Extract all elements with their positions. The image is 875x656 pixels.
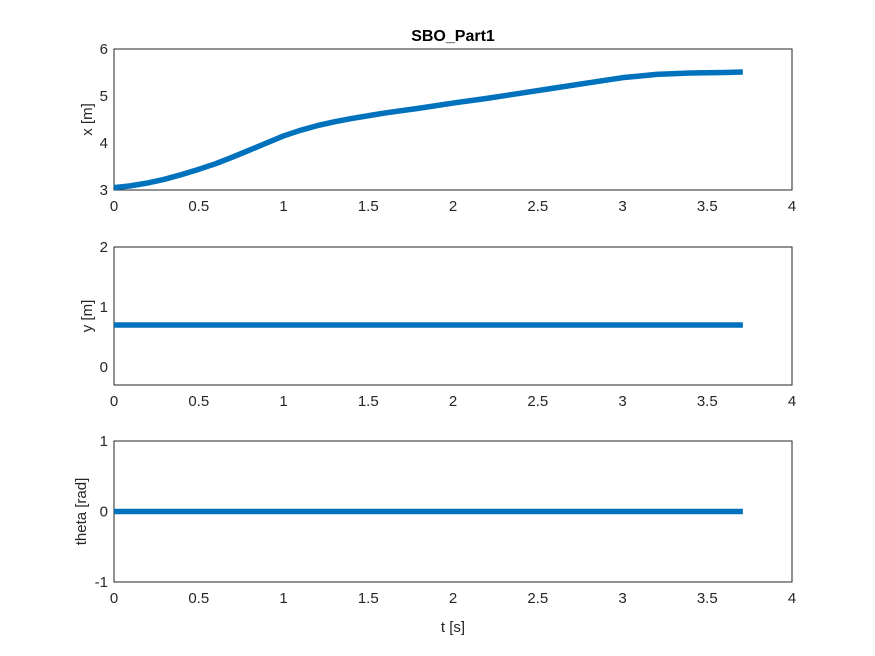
x-tick-label-theta: 4 xyxy=(788,590,796,607)
y-tick-label-theta: 1 xyxy=(100,433,108,450)
x-tick-label-y: 2 xyxy=(449,393,457,410)
x-tick-label-x: 4 xyxy=(788,198,796,215)
axes-border-y xyxy=(113,246,793,386)
y-tick-label-x: 3 xyxy=(100,182,108,199)
x-tick-label-x: 2 xyxy=(449,198,457,215)
y-tick-label-y: 2 xyxy=(100,239,108,256)
x-tick-label-x: 3.5 xyxy=(697,198,718,215)
x-tick-label-y: 0.5 xyxy=(188,393,209,410)
y-tick-label-x: 6 xyxy=(100,41,108,58)
series-line-x xyxy=(113,69,743,191)
ticks-theta: 0 0.5 1 1.5 2 2.5 3 3.5 4-101 xyxy=(95,433,797,607)
x-tick-label-theta: 0.5 xyxy=(188,590,209,607)
x-tick-label-y: 2.5 xyxy=(527,393,548,410)
x-tick-label-x: 2.5 xyxy=(527,198,548,215)
x-tick-label-theta: 3.5 xyxy=(697,590,718,607)
x-tick-label-y: 3.5 xyxy=(697,393,718,410)
x-tick-label-theta: 0 xyxy=(110,590,118,607)
ticks-x: 0 0.5 1 1.5 2 2.5 3 3.5 4 3 4 5 6 xyxy=(100,41,797,215)
x-tick-label-theta: 2.5 xyxy=(527,590,548,607)
x-tick-label-x: 1.5 xyxy=(358,198,379,215)
subplot-theta-vs-t: 0 0.5 1 1.5 2 2.5 3 3.5 4-101 theta [rad] t [s] xyxy=(73,433,796,636)
x-tick-label-y: 4 xyxy=(788,393,796,410)
axes-border-x xyxy=(113,48,793,191)
chart-title: SBO_Part1 xyxy=(411,28,495,45)
x-tick-label-x: 0.5 xyxy=(188,198,209,215)
x-tick-label-theta: 1.5 xyxy=(358,590,379,607)
x-tick-label-x: 0 xyxy=(110,198,118,215)
y-tick-label-x: 5 xyxy=(100,88,108,105)
y-tick-label-x: 4 xyxy=(100,135,108,152)
y-tick-label-theta: 0 xyxy=(100,504,108,521)
y-tick-label-y: 1 xyxy=(100,299,108,316)
x-tick-label-x: 3 xyxy=(618,198,626,215)
y-axis-label-theta: theta [rad] xyxy=(73,478,90,546)
x-tick-label-theta: 2 xyxy=(449,590,457,607)
subplot-x-vs-t: 0 0.5 1 1.5 2 2.5 3 3.5 4 3 4 5 6 SBO_Part1 x [m] xyxy=(79,28,796,215)
x-tick-label-y: 0 xyxy=(110,393,118,410)
y-axis-label-y: y [m] xyxy=(79,300,96,333)
x-tick-label-y: 1.5 xyxy=(358,393,379,410)
y-tick-label-theta: -1 xyxy=(95,574,108,591)
x-tick-label-y: 3 xyxy=(618,393,626,410)
x-tick-label-theta: 1 xyxy=(279,590,287,607)
x-tick-label-theta: 3 xyxy=(618,590,626,607)
x-tick-label-x: 1 xyxy=(279,198,287,215)
subplot-y-vs-t: 0 0.5 1 1.5 2 2.5 3 3.5 4 0 1 2 y [m] xyxy=(79,239,796,410)
x-axis-label-t: t [s] xyxy=(441,619,465,636)
x-tick-label-y: 1 xyxy=(279,393,287,410)
y-tick-label-y: 0 xyxy=(100,359,108,376)
y-axis-label-x: x [m] xyxy=(79,103,96,136)
